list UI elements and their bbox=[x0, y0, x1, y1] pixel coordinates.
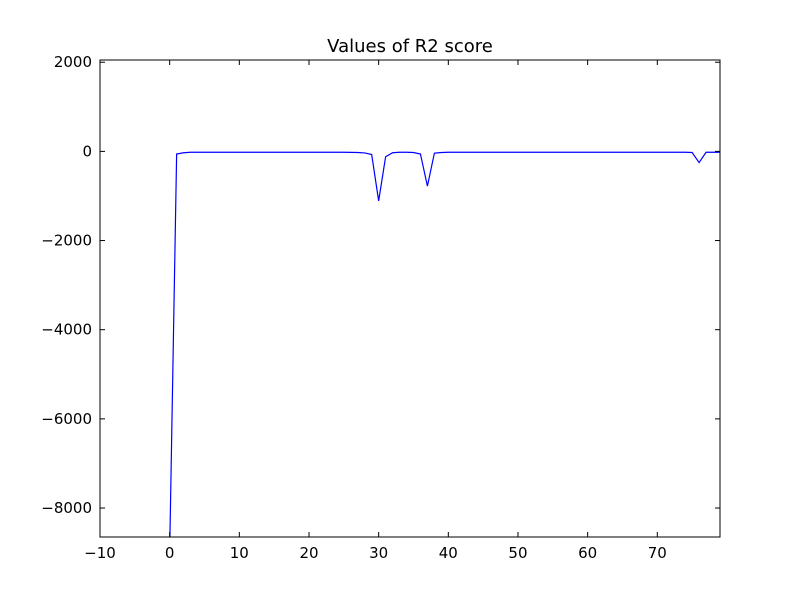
chart-title: Values of R2 score bbox=[327, 36, 493, 57]
y-tick-label: −2000 bbox=[41, 232, 92, 250]
plot-frame bbox=[99, 59, 721, 538]
x-tick-label: 50 bbox=[508, 544, 527, 562]
y-tick-label: −6000 bbox=[41, 410, 92, 428]
x-tick-label: 60 bbox=[578, 544, 597, 562]
x-tick-label: 30 bbox=[369, 544, 388, 562]
plot-area bbox=[169, 151, 720, 537]
y-tick-label: 2000 bbox=[54, 53, 92, 71]
x-tick-label: 40 bbox=[439, 544, 458, 562]
x-tick-label: 0 bbox=[165, 544, 175, 562]
x-tick-label: 20 bbox=[299, 544, 318, 562]
x-tick-label: 10 bbox=[230, 544, 249, 562]
series-line-0 bbox=[169, 151, 720, 537]
axes: −10 0 10 20 30 40 50 60 70 2000 0 −2000 −4000 −6000 −8… bbox=[41, 53, 721, 562]
x-tick-label: 70 bbox=[648, 544, 667, 562]
y-tick-label: −4000 bbox=[41, 321, 92, 339]
x-tick-label: −10 bbox=[84, 544, 116, 562]
y-tick-label: 0 bbox=[82, 142, 92, 160]
y-tick-label: −8000 bbox=[41, 499, 92, 517]
